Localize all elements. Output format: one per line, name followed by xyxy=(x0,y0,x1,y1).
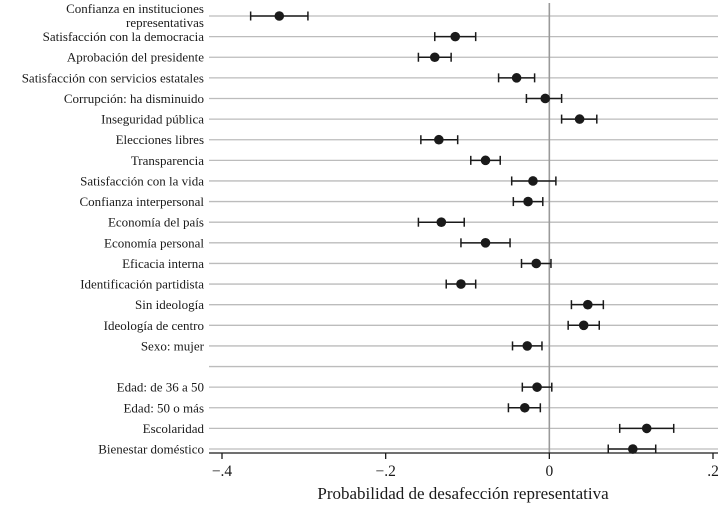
category-label: Ideología de centro xyxy=(104,318,204,333)
category-label: Aprobación del presidente xyxy=(67,50,204,65)
category-label: Confianza en instituciones representativa… xyxy=(66,1,204,30)
estimate-dot xyxy=(540,93,551,104)
estimate-dot xyxy=(429,52,440,63)
x-tick-label: −.4 xyxy=(212,463,233,480)
category-label: Confianza interpersonal xyxy=(79,194,204,209)
category-label: Elecciones libres xyxy=(116,132,204,147)
category-label: Bienestar doméstico xyxy=(98,442,204,457)
category-label: Economía del país xyxy=(108,215,204,230)
estimate-dot xyxy=(436,217,447,227)
estimate-dot xyxy=(578,320,589,331)
estimate-dot xyxy=(434,134,444,145)
x-tick-label: .2 xyxy=(707,463,719,480)
estimate-dot xyxy=(456,279,466,289)
x-tick-label: 0 xyxy=(545,463,553,480)
estimate-dot xyxy=(519,402,530,413)
plot-area: Confianza en instituciones representativa… xyxy=(22,1,719,480)
estimate-dot xyxy=(480,238,491,248)
category-label: Sexo: mujer xyxy=(141,338,205,353)
category-label: Sin ideología xyxy=(135,297,204,312)
estimate-dot xyxy=(582,299,593,310)
estimate-dot xyxy=(628,444,638,454)
category-label: Edad: 50 o más xyxy=(123,400,204,415)
x-axis-title: Probabilidad de desafección representati… xyxy=(317,484,609,503)
category-label: Economía personal xyxy=(104,235,204,250)
category-label: Escolaridad xyxy=(143,421,205,436)
estimate-dot xyxy=(532,382,542,392)
category-label: Corrupción: ha disminuido xyxy=(64,91,204,106)
category-label: Satisfacción con servicios estatales xyxy=(22,70,204,85)
estimate-dot xyxy=(528,176,538,186)
x-tick-label: −.2 xyxy=(375,463,395,480)
estimate-dot xyxy=(531,258,542,269)
estimate-dot xyxy=(274,11,285,21)
estimate-dot xyxy=(574,114,585,124)
estimate-dot xyxy=(450,31,461,42)
category-label: Satisfacción con la vida xyxy=(80,173,204,188)
estimate-dot xyxy=(522,341,533,351)
category-label: Eficacia interna xyxy=(122,256,204,271)
estimate-dot xyxy=(480,155,491,166)
estimate-dot xyxy=(511,73,522,83)
category-label: Inseguridad pública xyxy=(101,112,204,127)
estimate-dot xyxy=(641,423,652,434)
category-label: Satisfacción con la democracia xyxy=(43,29,205,44)
category-label: Identificación partidista xyxy=(80,277,204,292)
category-label: Edad: de 36 a 50 xyxy=(117,380,204,395)
estimate-dot xyxy=(523,196,533,207)
category-label: Transparencia xyxy=(131,153,204,168)
